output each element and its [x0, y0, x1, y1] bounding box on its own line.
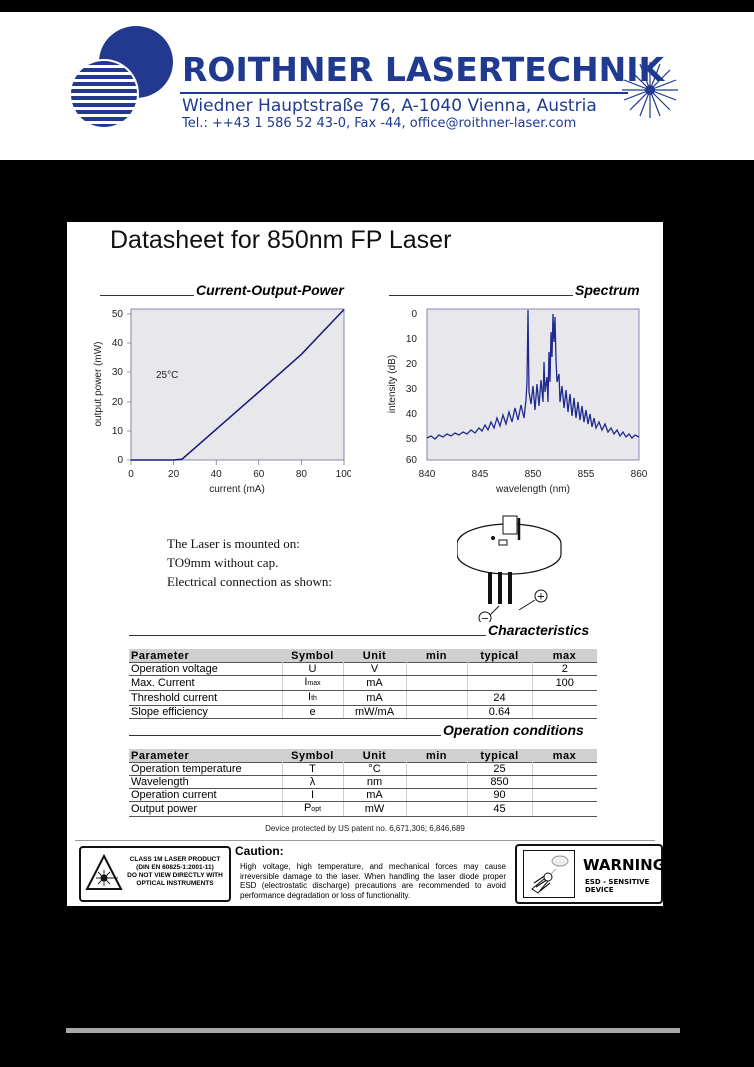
table-row: Wavelength λ nm 850 [129, 775, 597, 789]
svg-text:850: 850 [525, 469, 542, 480]
to9-package-diagram-icon: − + [457, 515, 562, 623]
datasheet-page: Datasheet for 850nm FP Laser Current-Out… [67, 222, 672, 906]
brand-underline [180, 92, 628, 94]
x-axis-label: wavelength (nm) [495, 484, 570, 495]
characteristics-table: Parameter Symbol Unit min typical max Opera… [129, 649, 597, 719]
current-output-power-chart: 0 10 20 30 40 50 0 20 40 60 80 100 curre… [93, 308, 351, 495]
section-heading-spectrum: Spectrum [389, 282, 640, 298]
svg-text:100: 100 [336, 469, 351, 480]
svg-text:60: 60 [253, 469, 265, 480]
company-contact: Tel.: ++43 1 586 52 43-0, Fax -44, offic… [182, 116, 577, 131]
table-header-row: Parameter Symbol Unit min typical max [129, 749, 597, 763]
section-heading-current-output-power: Current-Output-Power [100, 282, 344, 298]
table-row: Max. Current Imax mA 100 [129, 675, 597, 691]
svg-text:855: 855 [578, 469, 595, 480]
table-row: Operation temperature T °C 25 [129, 762, 597, 776]
svg-text:60: 60 [406, 455, 418, 466]
patent-notice: Device protected by US patent no. 6,671,… [265, 824, 465, 833]
y-axis-label: intensity (dB) [387, 355, 398, 413]
svg-text:20: 20 [168, 469, 180, 480]
laser-hazard-icon [85, 854, 123, 890]
operation-conditions-table: Parameter Symbol Unit min typical max Opera… [129, 749, 597, 817]
mounting-description: The Laser is mounted on: TO9mm without c… [167, 536, 332, 589]
svg-text:+: + [537, 592, 545, 603]
table-row: Output power Popt mW 45 [129, 801, 597, 817]
x-axis-label: current (mA) [209, 484, 265, 495]
laser-starburst-icon [622, 62, 678, 118]
esd-warning-label: WARNING! ESD - SENSITIVE DEVICE [515, 844, 672, 904]
minus-terminal-icon [478, 611, 492, 622]
svg-text:845: 845 [472, 469, 489, 480]
svg-text:40: 40 [406, 409, 418, 420]
laser-class-label: CLASS 1M LASER PRODUCT (DIN EN 60825-1:2… [79, 846, 231, 902]
svg-text:40: 40 [112, 338, 124, 349]
svg-text:10: 10 [406, 334, 418, 345]
letterhead: ROITHNER LASERTECHNIK Wiedner Hauptstraß… [0, 12, 754, 160]
table-row: Operation voltage U V 2 [129, 662, 597, 676]
warning-heading: WARNING! [583, 856, 672, 874]
table-row: Operation current I mA 90 [129, 788, 597, 802]
svg-text:840: 840 [419, 469, 436, 480]
svg-text:−: − [481, 614, 489, 623]
plus-terminal-icon [534, 589, 548, 603]
svg-text:0: 0 [128, 469, 134, 480]
svg-text:20: 20 [406, 359, 418, 370]
table-header-row: Parameter Symbol Unit min typical max [129, 649, 597, 663]
section-heading-characteristics: Characteristics [129, 622, 589, 638]
svg-text:20: 20 [112, 397, 124, 408]
table-row: Threshold current Ith mA 24 [129, 690, 597, 706]
brand-name: ROITHNER LASERTECHNIK [182, 50, 665, 89]
svg-text:80: 80 [296, 469, 308, 480]
svg-text:0: 0 [411, 309, 417, 320]
section-heading-operation-conditions: Operation conditions [129, 722, 584, 738]
svg-text:40: 40 [211, 469, 223, 480]
temperature-annotation: 25°C [156, 370, 178, 381]
caution-text: High voltage, high temperature, and mech… [240, 862, 506, 900]
svg-text:50: 50 [112, 309, 124, 320]
page-title: Datasheet for 850nm FP Laser [110, 226, 452, 254]
svg-text:30: 30 [406, 384, 418, 395]
esd-hand-icon [523, 850, 575, 898]
footer-divider [75, 840, 655, 841]
svg-text:30: 30 [112, 367, 124, 378]
spectrum-chart: 0 10 20 30 40 50 60 840 845 850 855 860 … [387, 308, 648, 495]
caution-heading: Caution: [235, 844, 284, 858]
svg-text:0: 0 [117, 455, 123, 466]
company-logo-icon [69, 26, 173, 129]
svg-text:10: 10 [112, 426, 124, 437]
table-row: Slope efficiency e mW/mA 0.64 [129, 705, 597, 719]
y-axis-label: output power (mW) [93, 341, 104, 426]
esd-sensitive-label: ESD - SENSITIVE DEVICE [585, 878, 650, 894]
company-address: Wiedner Hauptstraße 76, A-1040 Vienna, A… [182, 96, 597, 116]
svg-text:860: 860 [631, 469, 648, 480]
page-footer-bar [66, 1028, 680, 1033]
svg-text:50: 50 [406, 434, 418, 445]
